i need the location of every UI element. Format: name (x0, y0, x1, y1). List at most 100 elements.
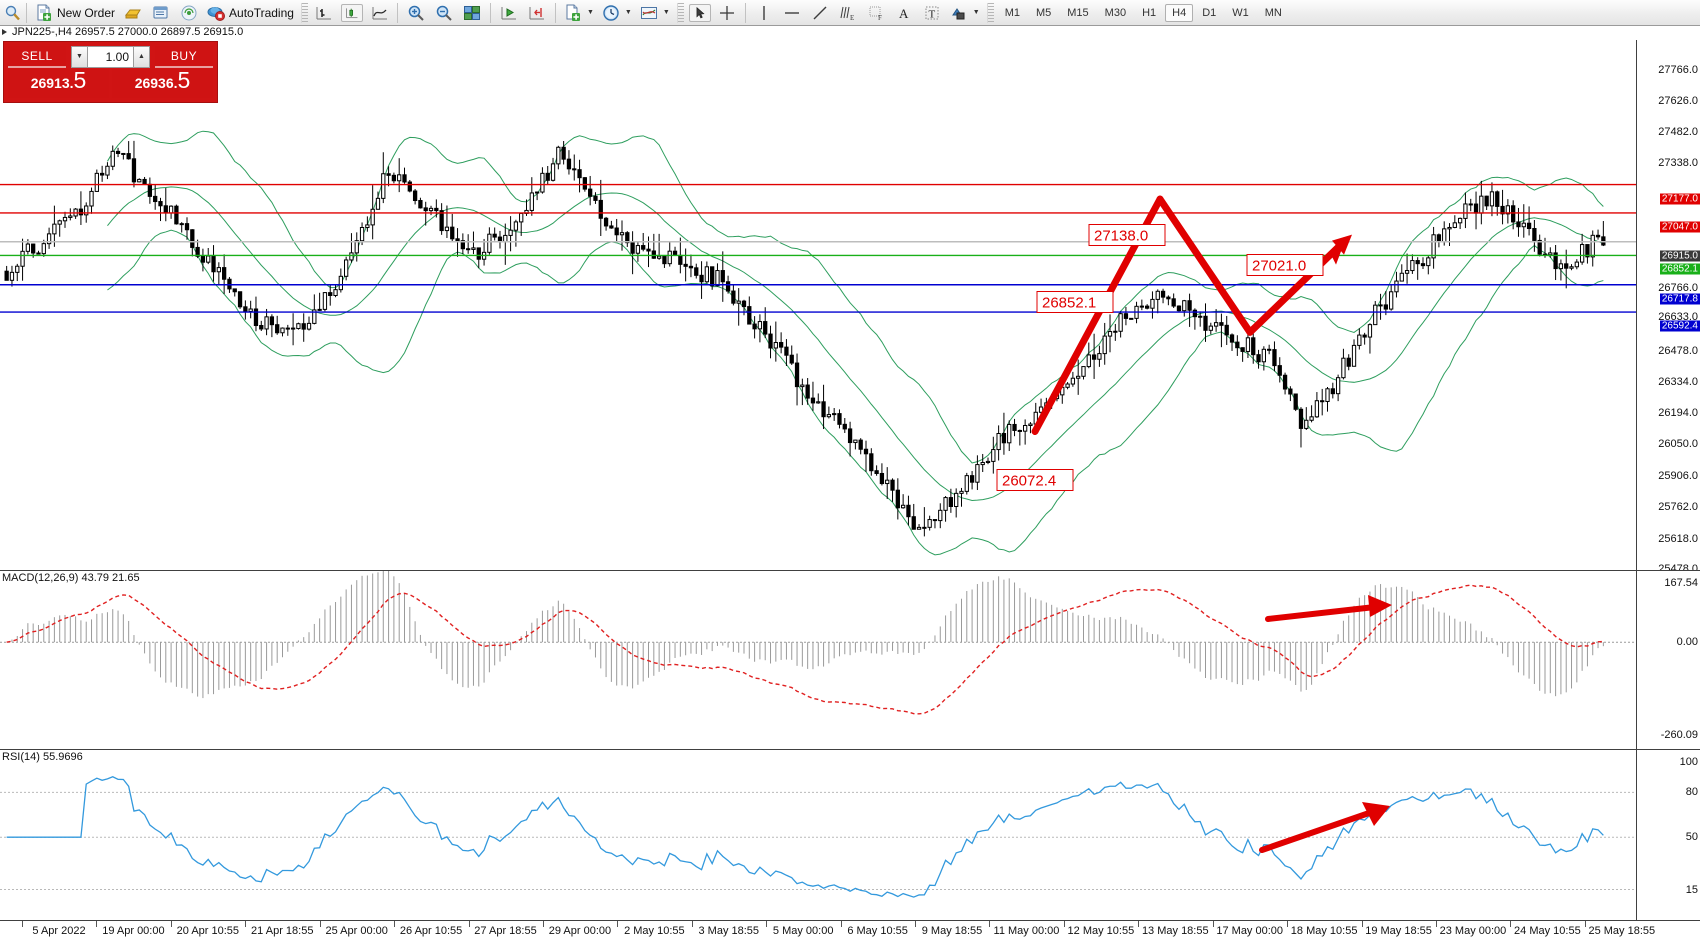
price-level-badge[interactable]: 27047.0 (1659, 221, 1700, 233)
price-chart-canvas[interactable]: 27138.0 27021.0 26852.1 26072.4 (0, 40, 1636, 570)
chart-shift-icon[interactable] (528, 4, 546, 22)
time-tick-label: 5 Apr 2022 (32, 925, 86, 937)
chevron-down-icon[interactable]: ▼ (586, 9, 594, 16)
periods-button[interactable]: ▼ (598, 2, 636, 24)
rsi-chart-canvas[interactable] (0, 750, 1636, 920)
time-tick-mark (170, 921, 172, 927)
macd-scale: 167.54 0.00 -260.09 (1636, 571, 1700, 749)
macd-tick-label: -260.09 (1660, 728, 1698, 741)
price-annotation[interactable]: 27021.0 (1246, 254, 1324, 276)
crosshair-icon[interactable] (718, 4, 736, 22)
timeframe-button-d1[interactable]: D1 (1202, 6, 1217, 19)
macd-forecast-arrow[interactable] (1265, 595, 1392, 622)
text-icon[interactable]: A (895, 4, 913, 22)
chevron-down-icon: ▼ (76, 53, 83, 60)
price-level-badge[interactable]: 26852.1 (1659, 263, 1700, 275)
time-tick-mark (1361, 921, 1363, 927)
toolbar-grip[interactable] (300, 2, 308, 23)
timeframe-bar: M1 M5 M15 M30 H1 H4 D1 W1 MN (997, 3, 1290, 22)
periods-icon (602, 4, 620, 22)
new-order-button[interactable]: New Order (31, 2, 119, 24)
collapse-triangle-icon[interactable] (2, 29, 7, 35)
macd-pane[interactable]: MACD(12,26,9) 43.79 21.65 167.54 0.00 -260… (0, 571, 1700, 749)
timeframe-button-h1[interactable]: H1 (1142, 6, 1157, 19)
zoom-glass-icon[interactable] (4, 4, 22, 22)
volume-decrement-button[interactable]: ▼ (71, 45, 88, 68)
horizontal-line-icon[interactable] (783, 4, 801, 22)
price-tick-label: 26478.0 (1658, 345, 1698, 358)
price-level-badge[interactable]: 27177.0 (1659, 193, 1700, 205)
buy-price[interactable]: 26936. 5 (112, 69, 213, 98)
macd-tick-label: 0.00 (1676, 636, 1698, 649)
trendline-icon[interactable] (811, 4, 829, 22)
time-tick-mark (915, 921, 917, 927)
chevron-down-icon[interactable]: ▼ (662, 9, 670, 16)
terminal-window-icon[interactable] (152, 4, 170, 22)
price-annotation[interactable]: 26072.4 (996, 469, 1074, 491)
price-tick-label: 26766.0 (1658, 282, 1698, 295)
indicators-button[interactable]: ▼ (560, 2, 598, 24)
price-pane[interactable]: 27138.0 27021.0 26852.1 26072.4 27766.0 2762… (0, 40, 1700, 575)
volume-stepper[interactable]: ▼ 1.00 ▲ (71, 45, 150, 68)
price-annotation[interactable]: 26852.1 (1036, 291, 1114, 313)
fibonacci-retracement-icon[interactable]: E (839, 4, 857, 22)
tile-windows-icon[interactable] (463, 4, 481, 22)
buy-button[interactable]: BUY (155, 45, 213, 68)
timeframe-button-m1[interactable]: M1 (1004, 6, 1020, 19)
price-level-badge[interactable]: 26592.4 (1659, 320, 1700, 332)
time-scale[interactable]: 5 Apr 2022 19 Apr 00:00 20 Apr 10:55 21 Apr… (0, 920, 1700, 942)
toolbar-grip[interactable] (676, 2, 684, 23)
volume-increment-button[interactable]: ▲ (133, 45, 150, 68)
shapes-button[interactable]: ▼ (946, 2, 984, 24)
rsi-forecast-arrow[interactable] (1259, 802, 1390, 853)
time-tick-mark (245, 921, 247, 927)
timeframe-button-mn[interactable]: MN (1264, 6, 1282, 19)
zoom-out-icon[interactable] (435, 4, 453, 22)
timeframe-button-h4[interactable]: H4 (1165, 3, 1194, 22)
price-scale[interactable]: 27766.0 27626.0 27482.0 27338.0 26766.0 26633… (1636, 40, 1700, 575)
price-tick-label: 26194.0 (1658, 407, 1698, 419)
svg-text:T: T (928, 8, 935, 20)
time-tick-mark (468, 921, 470, 927)
macd-chart-canvas[interactable] (0, 571, 1636, 749)
toolbar-grip[interactable] (986, 2, 994, 23)
chart-window[interactable]: JPN225-,H4 26957.5 27000.0 26897.5 26915… (0, 26, 1700, 946)
templates-button[interactable]: ▼ (636, 2, 674, 24)
time-tick-mark (319, 921, 321, 927)
timeframe-button-m5[interactable]: M5 (1035, 6, 1052, 19)
equidistant-channel-icon[interactable]: F (867, 4, 885, 22)
price-level-badge[interactable]: 26915.0 (1659, 250, 1700, 262)
rsi-line (6, 776, 1604, 898)
bar-chart-icon[interactable] (315, 4, 333, 22)
timeframe-button-m15[interactable]: M15 (1067, 6, 1089, 19)
timeframe-button-w1[interactable]: W1 (1232, 6, 1249, 19)
cursor-icon[interactable] (688, 3, 711, 22)
line-chart-icon[interactable] (371, 4, 389, 22)
chevron-down-icon[interactable]: ▼ (624, 9, 632, 16)
buy-price-dot: . (173, 75, 178, 91)
rsi-tick-label: 15 (1685, 883, 1698, 896)
autotrading-button[interactable]: AutoTrading (203, 2, 298, 24)
price-level-badge[interactable]: 26717.8 (1659, 293, 1700, 305)
candlestick-chart-icon[interactable] (340, 3, 363, 22)
chevron-down-icon[interactable]: ▼ (972, 9, 980, 16)
price-tick-label: 26050.0 (1658, 438, 1698, 451)
price-tick-label: 25906.0 (1658, 469, 1698, 482)
volume-input[interactable]: 1.00 (88, 45, 133, 68)
timeframe-button-m30[interactable]: M30 (1104, 6, 1127, 19)
text-label-icon[interactable]: T (923, 4, 941, 22)
sell-button[interactable]: SELL (8, 45, 66, 68)
time-tick-mark (840, 921, 842, 927)
price-tick-label: 27766.0 (1658, 64, 1698, 77)
gold-bar-icon[interactable] (124, 4, 142, 22)
auto-scroll-icon[interactable] (500, 4, 518, 22)
vertical-line-icon[interactable] (755, 4, 773, 22)
sell-price[interactable]: 26913. 5 (8, 69, 109, 98)
signals-icon[interactable] (180, 4, 198, 22)
rsi-pane[interactable]: RSI(14) 55.9696 100 80 50 15 (0, 750, 1700, 920)
price-annotation[interactable]: 27138.0 (1088, 224, 1166, 246)
one-click-trading-panel[interactable]: SELL ▼ 1.00 ▲ BUY 26913. 5 26936. 5 (3, 41, 218, 103)
time-tick-mark (766, 921, 768, 927)
macd-tick-label: 167.54 (1664, 576, 1698, 589)
zoom-in-icon[interactable] (407, 4, 425, 22)
